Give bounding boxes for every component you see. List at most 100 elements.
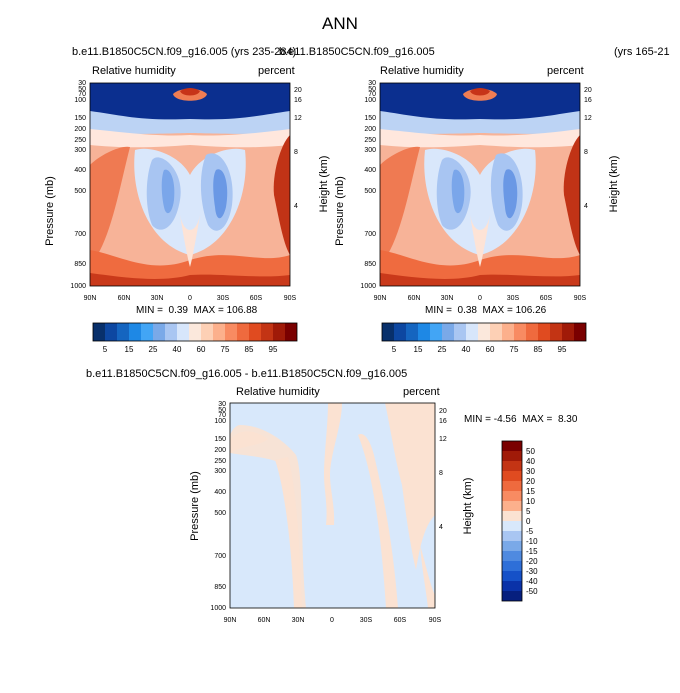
htick-8: 8 [439,470,443,477]
htick-12: 12 [439,436,447,443]
svg-text:5: 5 [103,345,108,354]
diff-contour-field [230,403,435,608]
svg-text:40: 40 [173,345,182,354]
right-colorbar: 5 15 25 40 60 75 85 95 [381,322,587,354]
left-rh-plot: 30 50 70 100 150 200 250 300 400 500 700… [70,80,302,302]
svg-text:5: 5 [526,507,531,516]
xtick-0: 0 [478,295,482,302]
xtick-30S: 30S [360,617,373,624]
right-rh-plot: 30 50 70 100 150 200 250 300 400 500 700… [360,80,592,302]
ytick-250: 250 [364,137,376,144]
svg-text:20: 20 [526,477,535,486]
ytick-1000: 1000 [210,605,226,612]
ytick-250: 250 [74,137,86,144]
ytick-850: 850 [74,261,86,268]
ytick-400: 400 [214,489,226,496]
ytick-150: 150 [364,115,376,122]
ytick-100: 100 [364,97,376,104]
ytick-50: 50 [368,86,376,93]
ytick-700: 700 [74,231,86,238]
xtick-90N: 90N [374,295,387,302]
ytick-500: 500 [214,510,226,517]
xtick-30N: 30N [292,617,305,624]
ytick-300: 300 [74,147,86,154]
ytick-100: 100 [214,418,226,425]
htick-20: 20 [294,87,302,94]
right-contour-field [380,83,580,286]
left-height-ticks: 20 16 12 8 4 [294,87,302,210]
diff-stats: MIN = -4.56 MAX = 8.30 [464,414,578,425]
ytick-70: 70 [218,412,226,419]
bottom-case-title: b.e11.B1850C5CN.f09_g16.005 - b.e11.B185… [86,368,408,380]
xtick-60N: 60N [258,617,271,624]
right-variable-label: Relative humidity [380,65,464,77]
ytick-1000: 1000 [360,283,376,290]
ytick-300: 300 [214,468,226,475]
right-plot-frame [379,82,581,287]
right-stats: MIN = 0.38 MAX = 106.26 [425,305,547,316]
htick-12: 12 [584,115,592,122]
svg-text:5: 5 [392,345,397,354]
ytick-30: 30 [218,401,226,408]
svg-text:25: 25 [438,345,447,354]
diff-lat-ticks: 90N 60N 30N 0 30S 60S 90S [224,617,442,624]
htick-12: 12 [294,115,302,122]
diff-units-label: percent [403,386,440,398]
ytick-700: 700 [214,553,226,560]
left-colorbar-swatches [92,322,298,342]
xtick-90S: 90S [574,295,587,302]
svg-text:-10: -10 [526,537,538,546]
right-lat-ticks: 90N 60N 30N 0 30S 60S 90S [374,295,587,302]
svg-text:95: 95 [558,345,567,354]
left-variable-label: Relative humidity [92,65,176,77]
right-height-ticks: 20 16 12 8 4 [584,87,592,210]
ytick-150: 150 [74,115,86,122]
left-ylabel-height: Height (km) [318,155,330,213]
htick-20: 20 [439,408,447,415]
xtick-60S: 60S [540,295,553,302]
xtick-30S: 30S [507,295,520,302]
main-title: ANN [322,14,358,33]
xtick-90N: 90N [224,617,237,624]
left-ylabel-pressure: Pressure (mb) [44,176,56,246]
ytick-200: 200 [214,447,226,454]
ytick-70: 70 [368,91,376,98]
svg-text:15: 15 [526,487,535,496]
svg-text:40: 40 [526,457,535,466]
ytick-250: 250 [214,458,226,465]
ytick-850: 850 [214,584,226,591]
svg-text:75: 75 [221,345,230,354]
xtick-60N: 60N [118,295,131,302]
ytick-30: 30 [368,80,376,87]
svg-text:-5: -5 [526,527,534,536]
xtick-30S: 30S [217,295,230,302]
right-colorbar-swatches [381,322,587,342]
left-pressure-ticks: 30 50 70 100 150 200 250 300 400 500 700… [70,80,86,290]
ytick-100: 100 [74,97,86,104]
diff-ylabel-pressure: Pressure (mb) [189,471,201,541]
ytick-200: 200 [74,126,86,133]
htick-4: 4 [439,524,443,531]
svg-text:0: 0 [526,517,531,526]
xtick-30N: 30N [441,295,454,302]
left-plot-frame [89,82,291,287]
ytick-500: 500 [74,188,86,195]
right-case-years: (yrs 165-21 [614,46,670,58]
htick-16: 16 [439,418,447,425]
htick-8: 8 [584,149,588,156]
svg-text:60: 60 [486,345,495,354]
ytick-200: 200 [364,126,376,133]
left-stats: MIN = 0.39 MAX = 106.88 [136,305,258,316]
svg-text:85: 85 [245,345,254,354]
right-ylabel-pressure: Pressure (mb) [334,176,346,246]
right-ylabel-height: Height (km) [608,155,620,213]
diff-height-ticks: 20 16 12 8 4 [439,408,447,531]
left-colorbar: 5 15 25 40 60 75 85 95 [92,322,298,354]
xtick-0: 0 [330,617,334,624]
ytick-700: 700 [364,231,376,238]
htick-8: 8 [294,149,298,156]
xtick-30N: 30N [151,295,164,302]
ytick-30: 30 [78,80,86,87]
htick-16: 16 [294,97,302,104]
diff-pressure-ticks: 30 50 70 100 150 200 250 300 400 500 700… [210,401,226,612]
